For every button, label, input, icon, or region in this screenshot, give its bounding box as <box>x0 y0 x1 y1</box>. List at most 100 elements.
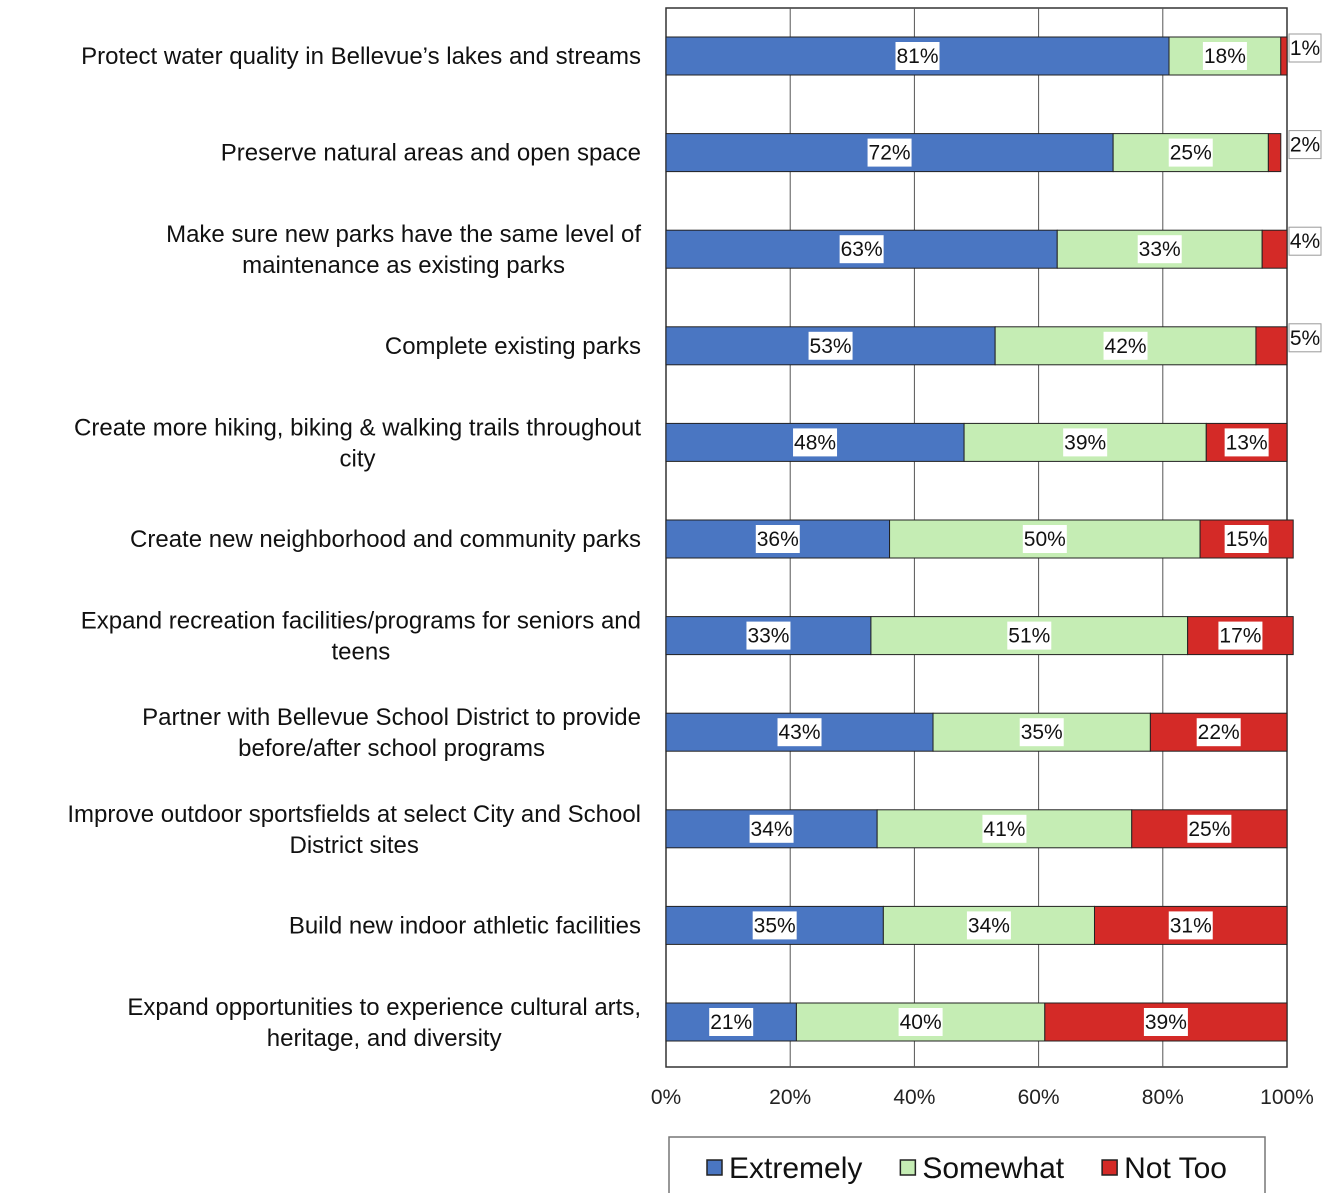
data-label-box <box>752 911 797 940</box>
legend-swatch <box>1101 1159 1118 1176</box>
data-label: 13% <box>1226 431 1268 454</box>
data-label: 15% <box>1226 528 1268 551</box>
data-label-box <box>808 331 853 360</box>
data-label-box <box>1168 911 1213 940</box>
data-label: 31% <box>1170 914 1212 937</box>
data-label-box <box>1063 428 1108 457</box>
data-label: 25% <box>1188 818 1230 841</box>
data-label-box <box>895 42 940 70</box>
category-label: Complete existing parks <box>385 333 641 360</box>
data-label: 4% <box>1290 230 1320 253</box>
data-label-box <box>1019 718 1064 747</box>
bar-segment-not-too <box>1280 36 1288 76</box>
legend-swatch <box>899 1159 917 1176</box>
data-label: 39% <box>1064 431 1106 454</box>
data-label-box <box>1288 323 1322 353</box>
legend-box <box>668 1136 1266 1193</box>
x-tick-label: 80% <box>1142 1086 1184 1109</box>
data-label: 2% <box>1290 134 1320 157</box>
legend: Extremely Somewhat Not Too <box>668 1136 1266 1193</box>
category-label: Build new indoor athletic facilities <box>289 912 641 939</box>
data-label-box <box>966 911 1011 940</box>
data-label: 51% <box>1008 625 1050 648</box>
data-label: 25% <box>1170 142 1212 165</box>
category-labels: Protect water quality in Bellevue’s lake… <box>67 43 641 1052</box>
data-label: 53% <box>810 335 852 358</box>
data-label: 40% <box>900 1011 942 1034</box>
data-label: 33% <box>1139 238 1181 261</box>
category-label: before/after school programs <box>238 735 545 762</box>
data-label-box <box>898 1008 943 1036</box>
data-label-box <box>1288 130 1322 160</box>
data-label: 48% <box>794 431 836 454</box>
data-label: 18% <box>1204 45 1246 68</box>
data-label: 50% <box>1024 528 1066 551</box>
data-label-box <box>1007 621 1052 650</box>
data-label-box <box>793 428 838 457</box>
data-label-box <box>1288 33 1322 63</box>
data-label: 21% <box>710 1011 752 1034</box>
x-tick-label: 40% <box>893 1086 935 1109</box>
category-label: city <box>340 445 376 472</box>
data-label: 34% <box>751 818 793 841</box>
x-axis: 0% 20% 40% 60% 80% 100% <box>651 1086 1314 1109</box>
data-label: 63% <box>841 238 883 261</box>
x-tick-label: 20% <box>769 1086 811 1109</box>
data-label: 17% <box>1219 625 1261 648</box>
data-label-box <box>749 814 794 843</box>
data-label-box <box>1288 226 1322 256</box>
data-label-box <box>1196 718 1241 747</box>
data-label-box <box>982 814 1027 843</box>
legend-label: Not Too <box>1124 1152 1227 1185</box>
data-label-box <box>746 621 791 650</box>
data-label: 43% <box>778 721 820 744</box>
x-tick-label: 0% <box>651 1086 681 1109</box>
category-label: maintenance as existing parks <box>242 252 565 279</box>
data-label: 35% <box>754 914 796 937</box>
data-label-box <box>1168 138 1213 167</box>
data-label-box <box>1143 1008 1188 1036</box>
legend-swatch <box>706 1159 723 1176</box>
bars-layer: 81% 18% 1% 72% 25% 2% 63% 33% 4% 53% 42% 5% 48% 39% 13… <box>665 33 1322 1042</box>
data-label-box <box>1202 42 1247 70</box>
data-label: 36% <box>757 528 799 551</box>
category-label: teens <box>332 639 391 666</box>
bar-segment-not-too <box>1255 326 1288 366</box>
x-tick-label: 60% <box>1018 1086 1060 1109</box>
category-label: Expand recreation facilities/programs fo… <box>81 608 641 635</box>
data-label-box <box>867 138 912 167</box>
data-label-box <box>1137 235 1182 264</box>
data-label-box <box>777 718 822 747</box>
category-label: Create more hiking, biking & walking tra… <box>74 414 641 441</box>
legend-label: Somewhat <box>922 1152 1064 1185</box>
category-label: Improve outdoor sportsfields at select C… <box>67 801 641 828</box>
category-label: District sites <box>290 832 419 859</box>
data-label-box <box>1103 331 1148 360</box>
data-label: 41% <box>983 818 1025 841</box>
category-label: Create new neighborhood and community pa… <box>130 526 641 553</box>
category-label: Protect water quality in Bellevue’s lake… <box>81 43 641 70</box>
category-label: heritage, and diversity <box>267 1025 502 1052</box>
data-label: 5% <box>1290 327 1320 350</box>
data-label-box <box>839 235 884 264</box>
data-label-box <box>709 1008 754 1036</box>
bar-segment-not-too <box>1261 229 1288 269</box>
data-label: 72% <box>869 142 911 165</box>
data-label: 34% <box>968 914 1010 937</box>
data-label-box <box>1224 525 1269 553</box>
legend-label: Extremely <box>729 1152 862 1185</box>
category-label: Make sure new parks have the same level … <box>166 221 641 248</box>
data-label: 35% <box>1021 721 1063 744</box>
data-label: 81% <box>896 45 938 68</box>
data-label-box <box>1022 525 1067 553</box>
data-label: 1% <box>1290 37 1320 60</box>
data-label-box <box>755 525 800 553</box>
data-label-box <box>1224 428 1269 457</box>
data-label: 42% <box>1105 335 1147 358</box>
category-label: Partner with Bellevue School District to… <box>142 704 641 731</box>
x-tick-label: 100% <box>1260 1086 1314 1109</box>
data-label-box <box>1187 814 1232 843</box>
data-label-box <box>1218 621 1263 650</box>
category-label: Preserve natural areas and open space <box>221 140 641 167</box>
